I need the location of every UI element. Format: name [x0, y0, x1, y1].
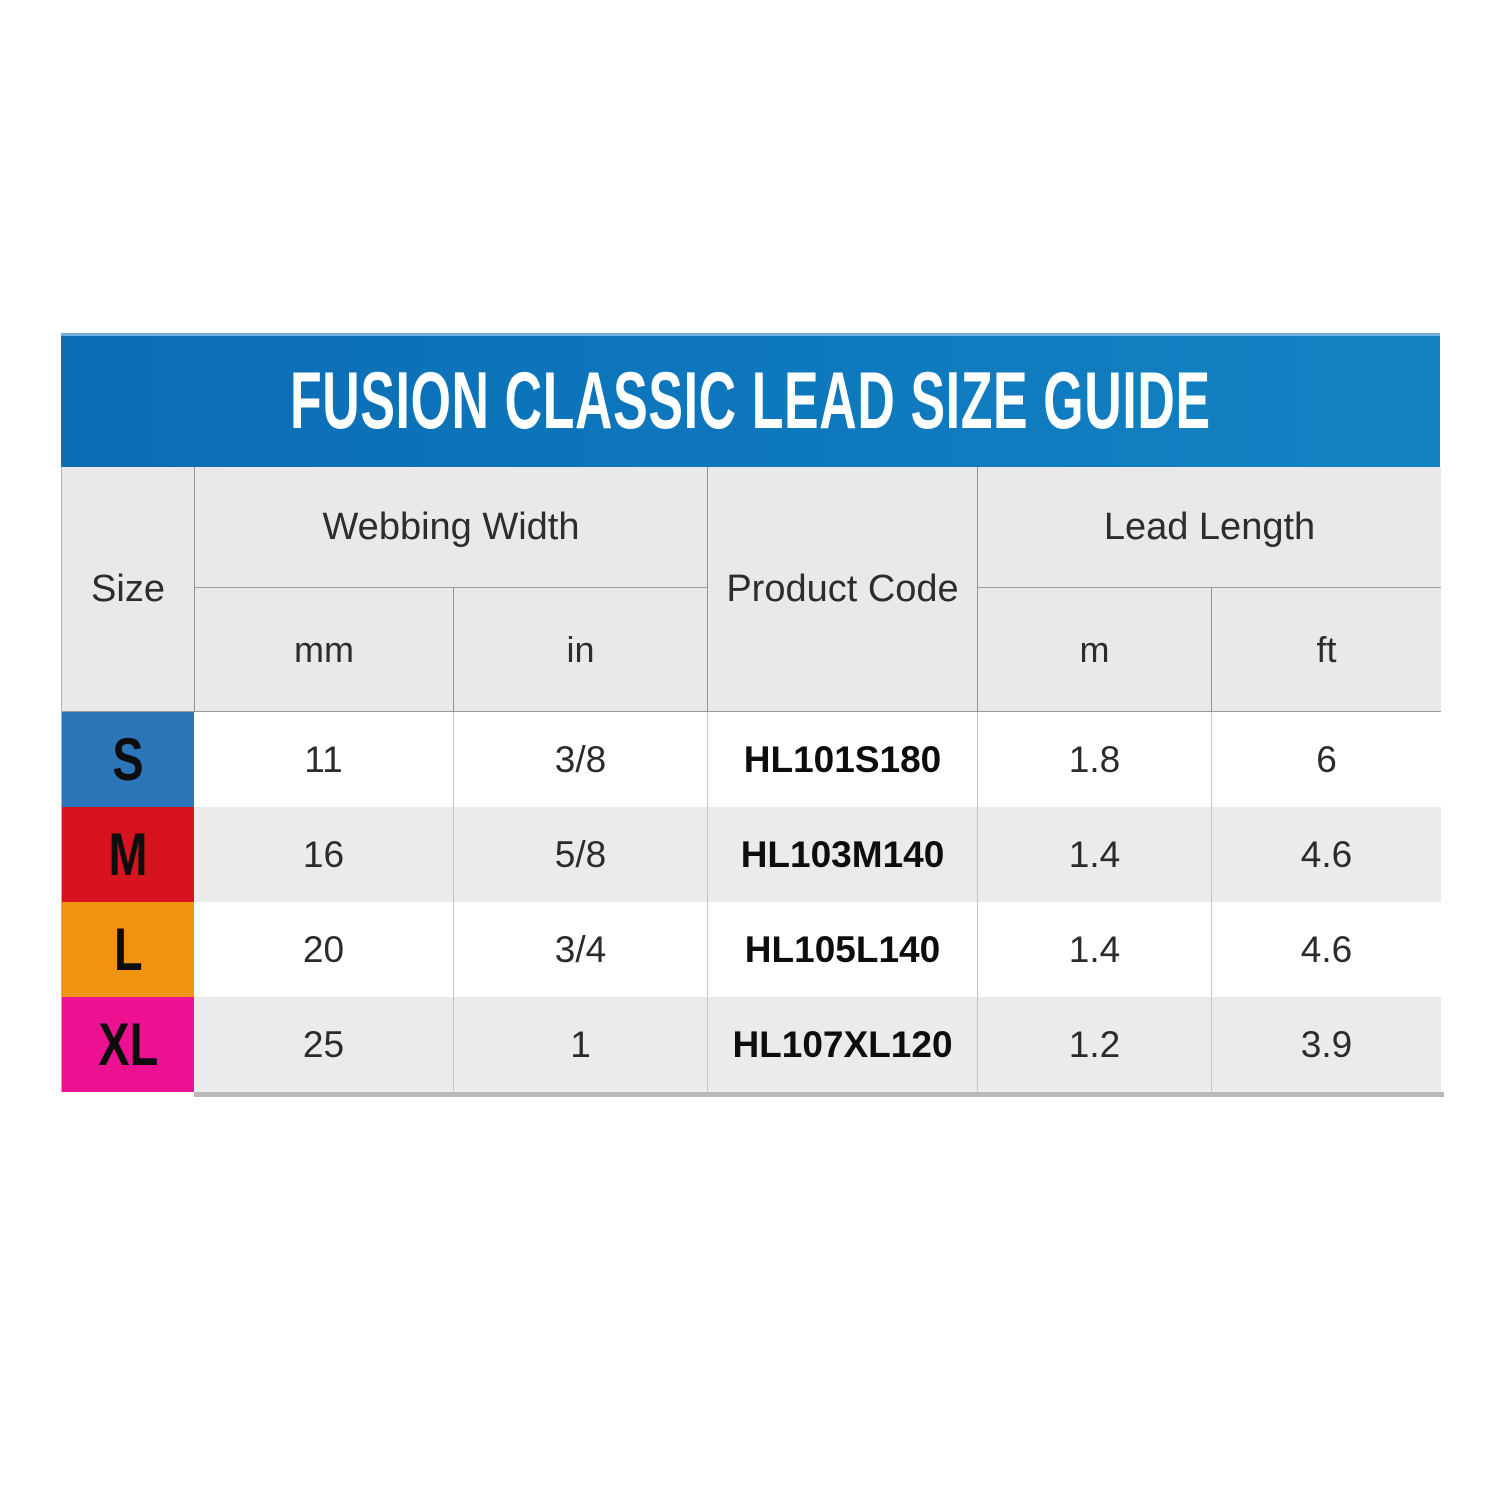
size-swatch-s: S — [62, 712, 194, 807]
col-header-unit-ft: ft — [1211, 588, 1441, 712]
unit-mm-label: mm — [294, 628, 354, 670]
cell-m-product-code: HL103M140 — [707, 807, 977, 902]
cell-l-in: 3/4 — [453, 902, 707, 997]
size-letter-s: S — [112, 725, 144, 793]
cell-s-mm: 11 — [194, 712, 453, 807]
col-header-unit-m: m — [977, 588, 1211, 712]
cell-xl-in: 1 — [453, 997, 707, 1092]
cell-s-product-code: HL101S180 — [707, 712, 977, 807]
col-header-product-code-label: Product Code — [726, 567, 959, 610]
col-header-size: Size — [62, 467, 194, 712]
unit-m-label: m — [1079, 628, 1110, 670]
cell-l-ft: 4.6 — [1211, 902, 1441, 997]
col-header-webbing-width-label: Webbing Width — [322, 505, 580, 548]
cell-xl-m: 1.2 — [977, 997, 1211, 1092]
col-header-unit-mm: mm — [194, 588, 453, 712]
size-swatch-m: M — [62, 807, 194, 902]
unit-ft-label: ft — [1316, 628, 1337, 670]
col-header-lead-length-label: Lead Length — [1103, 505, 1316, 548]
size-swatch-l: L — [62, 902, 194, 997]
col-header-webbing-width: Webbing Width — [194, 467, 707, 588]
cell-l-m: 1.4 — [977, 902, 1211, 997]
cell-m-ft: 4.6 — [1211, 807, 1441, 902]
size-letter-m: M — [108, 820, 148, 888]
title-bar: FUSION CLASSIC LEAD SIZE GUIDE — [61, 333, 1440, 467]
col-header-lead-length: Lead Length — [977, 467, 1441, 588]
cell-s-m: 1.8 — [977, 712, 1211, 807]
cell-xl-product-code: HL107XL120 — [707, 997, 977, 1092]
col-header-unit-in: in — [453, 588, 707, 712]
col-header-product-code: Product Code — [707, 467, 977, 712]
size-letter-l: L — [113, 915, 143, 983]
cell-xl-ft: 3.9 — [1211, 997, 1441, 1092]
cell-s-in: 3/8 — [453, 712, 707, 807]
cell-m-mm: 16 — [194, 807, 453, 902]
size-swatch-xl: XL — [62, 997, 194, 1092]
size-guide: FUSION CLASSIC LEAD SIZE GUIDE Size Webb… — [61, 333, 1444, 1097]
unit-in-label: in — [566, 628, 595, 670]
cell-m-m: 1.4 — [977, 807, 1211, 902]
cell-xl-mm: 25 — [194, 997, 453, 1092]
cell-l-mm: 20 — [194, 902, 453, 997]
cell-s-ft: 6 — [1211, 712, 1441, 807]
size-table: Size Webbing Width Product Code Lead Len… — [61, 467, 1444, 1097]
cell-l-product-code: HL105L140 — [707, 902, 977, 997]
cell-m-in: 5/8 — [453, 807, 707, 902]
table-bottom-shadow — [194, 1092, 1444, 1097]
col-header-size-label: Size — [91, 567, 165, 610]
guide-title: FUSION CLASSIC LEAD SIZE GUIDE — [290, 356, 1211, 446]
size-letter-xl: XL — [98, 1010, 158, 1078]
